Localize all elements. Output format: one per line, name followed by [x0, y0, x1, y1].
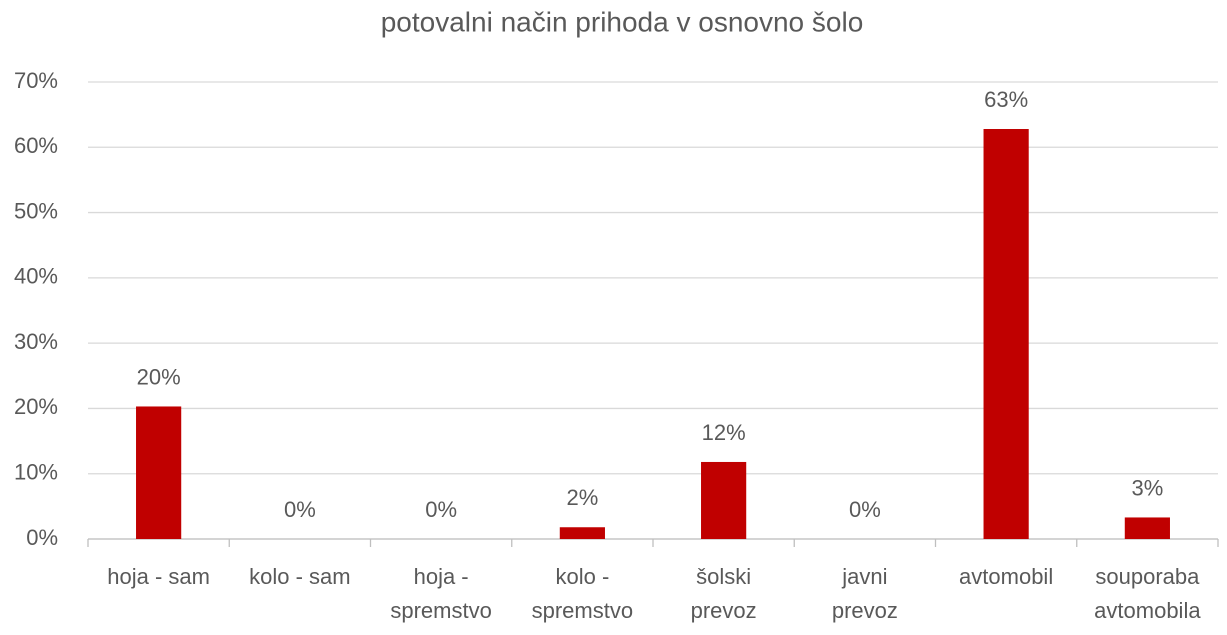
- data-label: 0%: [849, 497, 881, 522]
- y-tick-label: 10%: [14, 460, 58, 485]
- y-tick-label: 0%: [26, 525, 58, 550]
- bar: [701, 461, 747, 539]
- bar: [559, 527, 605, 539]
- y-tick-label: 70%: [14, 68, 58, 93]
- x-tick-label: šolski prevoz: [691, 564, 757, 623]
- bar: [136, 406, 182, 539]
- x-tick-label: souporaba avtomobila: [1094, 564, 1201, 623]
- bar: [1124, 517, 1170, 539]
- x-tick-label: javni prevoz: [832, 564, 898, 623]
- y-tick-label: 60%: [14, 133, 58, 158]
- x-tick-label: kolo - sam: [249, 564, 350, 589]
- y-tick-label: 40%: [14, 264, 58, 289]
- bar: [983, 129, 1029, 539]
- data-label: 20%: [137, 364, 181, 389]
- y-tick-label: 30%: [14, 329, 58, 354]
- x-tick-label: avtomobil: [959, 564, 1053, 589]
- x-tick-label: hoja - sam: [107, 564, 210, 589]
- x-tick-label: kolo -spremstvo: [532, 564, 633, 623]
- chart-title: potovalni način prihoda v osnovno šolo: [381, 6, 864, 37]
- data-label: 3%: [1131, 475, 1163, 500]
- data-label: 63%: [984, 87, 1028, 112]
- y-tick-label: 50%: [14, 198, 58, 223]
- x-tick-label: hoja -spremstvo: [390, 564, 491, 623]
- data-label: 0%: [425, 497, 457, 522]
- data-label: 0%: [284, 497, 316, 522]
- data-label: 12%: [702, 420, 746, 445]
- y-tick-label: 20%: [14, 394, 58, 419]
- data-label: 2%: [566, 485, 598, 510]
